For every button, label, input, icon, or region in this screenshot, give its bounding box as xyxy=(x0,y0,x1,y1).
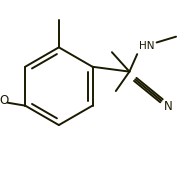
Text: N: N xyxy=(164,100,173,113)
Text: HN: HN xyxy=(139,41,155,51)
Text: O: O xyxy=(0,94,8,107)
